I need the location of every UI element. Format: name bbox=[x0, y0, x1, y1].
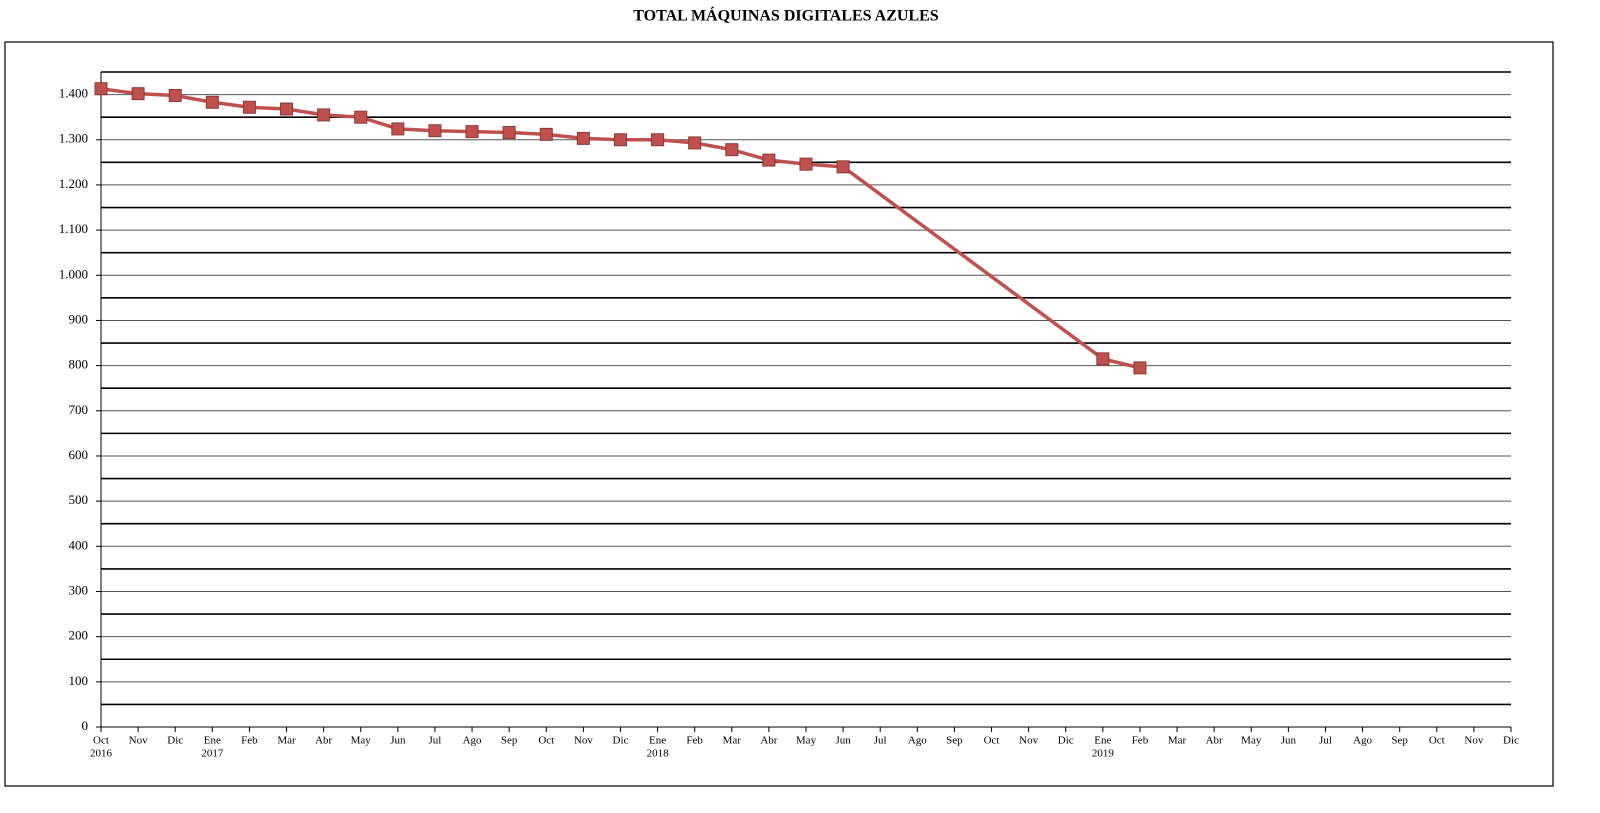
x-tick-label: Nov bbox=[574, 735, 593, 747]
y-tick-label: 400 bbox=[69, 537, 89, 552]
x-tick-label: Jun bbox=[390, 735, 406, 747]
x-tick-label: Mar bbox=[277, 735, 296, 747]
x-tick-label: Jul bbox=[1319, 735, 1332, 747]
data-point bbox=[1133, 361, 1147, 375]
y-tick-label: 1.000 bbox=[59, 266, 88, 281]
x-tick-label: Nov bbox=[1019, 735, 1038, 747]
data-point bbox=[317, 108, 331, 122]
data-point bbox=[205, 95, 219, 109]
x-tick-label: Dic bbox=[1503, 735, 1519, 747]
data-point bbox=[836, 160, 850, 174]
x-tick-label: Dic bbox=[167, 735, 183, 747]
y-tick-label: 300 bbox=[69, 582, 89, 597]
x-year-label: 2017 bbox=[201, 748, 224, 760]
y-tick-label: 500 bbox=[69, 492, 89, 507]
x-tick-label: Abr bbox=[1206, 735, 1223, 747]
data-point bbox=[354, 110, 368, 124]
x-year-label: 2019 bbox=[1092, 748, 1115, 760]
x-tick-label: Ago bbox=[1353, 735, 1372, 747]
x-tick-label: Abr bbox=[315, 735, 332, 747]
x-tick-label: Sep bbox=[501, 735, 518, 747]
data-point bbox=[168, 88, 182, 102]
x-tick-label: May bbox=[1241, 735, 1262, 747]
x-tick-label: Ene bbox=[1094, 735, 1111, 747]
data-point bbox=[1096, 352, 1110, 366]
chart-frame bbox=[4, 41, 1554, 787]
x-tick-label: Oct bbox=[984, 735, 1000, 747]
x-tick-label: Dic bbox=[613, 735, 629, 747]
x-tick-label: Jun bbox=[1281, 735, 1297, 747]
x-tick-label: Nov bbox=[1464, 735, 1483, 747]
y-tick-label: 100 bbox=[69, 673, 89, 688]
x-tick-label: Feb bbox=[1132, 735, 1149, 747]
x-tick-label: Sep bbox=[1391, 735, 1408, 747]
data-point bbox=[799, 157, 813, 171]
data-point bbox=[539, 127, 553, 141]
data-point bbox=[131, 87, 145, 101]
series-line bbox=[100, 86, 1141, 370]
x-tick-label: Jul bbox=[874, 735, 887, 747]
x-tick-label: Ago bbox=[908, 735, 927, 747]
y-tick-label: 1.200 bbox=[59, 176, 88, 191]
y-tick-label: 1.400 bbox=[59, 86, 88, 101]
data-point bbox=[651, 133, 665, 147]
y-tick-label: 1.100 bbox=[59, 221, 88, 236]
y-tick-label: 700 bbox=[69, 402, 89, 417]
x-tick-label: Feb bbox=[241, 735, 258, 747]
data-point bbox=[280, 102, 294, 116]
x-tick-label: Nov bbox=[129, 735, 148, 747]
x-tick-label: Oct bbox=[538, 735, 554, 747]
x-tick-label: Oct bbox=[93, 735, 109, 747]
data-point bbox=[725, 143, 739, 157]
y-tick-label: 600 bbox=[69, 447, 89, 462]
x-tick-label: Abr bbox=[760, 735, 777, 747]
x-tick-label: Dic bbox=[1058, 735, 1074, 747]
y-tick-label: 900 bbox=[69, 311, 89, 326]
x-tick-label: May bbox=[351, 735, 372, 747]
data-point bbox=[465, 125, 479, 139]
x-year-label: 2018 bbox=[647, 748, 670, 760]
x-tick-label: Ago bbox=[463, 735, 482, 747]
data-point bbox=[94, 82, 108, 96]
y-tick-label: 0 bbox=[82, 718, 89, 733]
x-tick-label: Feb bbox=[686, 735, 703, 747]
x-tick-label: Jun bbox=[835, 735, 851, 747]
data-point bbox=[613, 133, 627, 147]
x-tick-label: Oct bbox=[1429, 735, 1445, 747]
chart-title: TOTAL MÁQUINAS DIGITALES AZULES bbox=[633, 6, 939, 25]
data-point bbox=[391, 122, 405, 136]
y-tick-label: 200 bbox=[69, 628, 89, 643]
x-year-label: 2016 bbox=[90, 748, 113, 760]
data-point bbox=[502, 126, 516, 140]
x-tick-label: Sep bbox=[946, 735, 963, 747]
data-point bbox=[428, 124, 442, 138]
x-tick-label: Jul bbox=[429, 735, 442, 747]
data-point bbox=[576, 131, 590, 145]
y-tick-label: 800 bbox=[69, 357, 89, 372]
data-point bbox=[762, 153, 776, 167]
x-tick-label: Ene bbox=[649, 735, 666, 747]
data-point bbox=[688, 136, 702, 150]
y-tick-label: 1.300 bbox=[59, 131, 88, 146]
data-point bbox=[242, 100, 256, 114]
x-tick-label: May bbox=[796, 735, 817, 747]
x-tick-label: Ene bbox=[204, 735, 221, 747]
x-tick-label: Mar bbox=[1168, 735, 1187, 747]
x-tick-label: Mar bbox=[723, 735, 742, 747]
